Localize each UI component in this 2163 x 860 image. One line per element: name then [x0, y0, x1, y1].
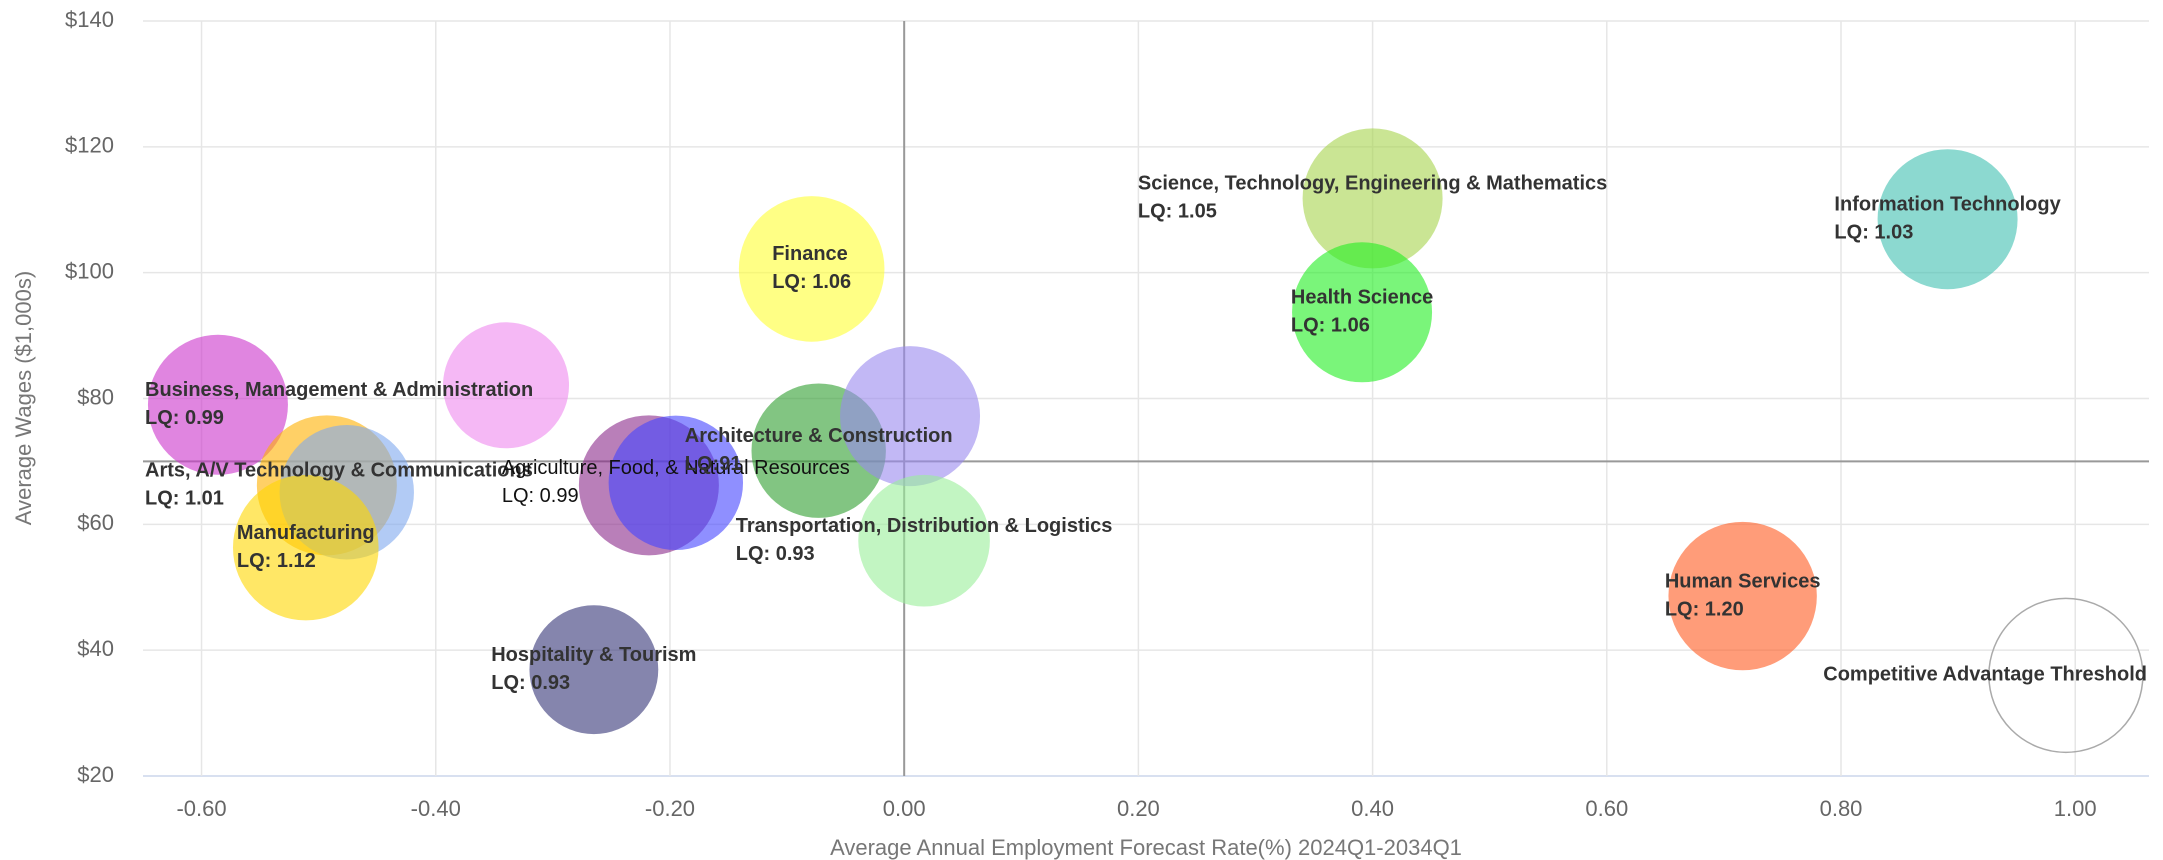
bubble-label: LQ: 0.99 — [145, 407, 224, 429]
bubble-label: LQ: 1.12 — [237, 550, 316, 572]
bubble-label: LQ: 0.99 — [502, 485, 579, 507]
bubble-label: Science, Technology, Engineering & Mathe… — [1138, 173, 1607, 195]
y-tick-label: $40 — [77, 636, 114, 661]
bubble-label: Competitive Advantage Threshold — [1823, 664, 2147, 686]
x-axis-title: Average Annual Employment Forecast Rate(… — [830, 835, 1462, 860]
bubble-label: LQ: 1.01 — [145, 488, 224, 510]
bubble-label: LQ: 0.93 — [736, 543, 815, 565]
bubble — [738, 196, 885, 342]
x-tick-label: -0.60 — [176, 796, 226, 821]
bubble — [232, 474, 379, 621]
bubble — [1292, 242, 1433, 383]
x-tick-label: 0.00 — [883, 796, 926, 821]
bubble — [858, 474, 990, 607]
bubble-label: LQ: 1.06 — [1291, 315, 1370, 337]
bubble-label: LQ:91 — [685, 453, 742, 475]
bubble-label: Business, Management & Administration — [145, 379, 533, 401]
y-tick-label: $20 — [77, 762, 114, 787]
bubble — [1668, 521, 1817, 671]
bubble-label: Manufacturing — [237, 522, 375, 544]
bubble-label: LQ: 1.05 — [1138, 201, 1217, 223]
bubble-label: LQ: 1.03 — [1834, 221, 1913, 243]
x-tick-label: 0.80 — [1820, 796, 1863, 821]
bubble-label: LQ: 1.06 — [772, 271, 851, 293]
x-tick-label: 0.60 — [1585, 796, 1628, 821]
bubble-label: Human Services — [1665, 570, 1821, 592]
bubble-label: Transportation, Distribution & Logistics — [736, 515, 1113, 537]
x-tick-label: -0.40 — [411, 796, 461, 821]
x-tick-label: -0.20 — [645, 796, 695, 821]
bubble — [608, 415, 744, 551]
bubble — [529, 605, 659, 735]
bubble — [840, 346, 981, 487]
bubble-label: Information Technology — [1834, 193, 2061, 215]
x-tick-label: 1.00 — [2054, 796, 2097, 821]
bubble-label: Finance — [772, 243, 848, 265]
bubble — [443, 322, 570, 449]
bubble-label: LQ: 0.93 — [491, 672, 570, 694]
y-tick-label: $140 — [65, 7, 114, 32]
y-tick-label: $60 — [77, 510, 114, 535]
bubble-label: Agriculture, Food, & Natural Resources — [502, 457, 850, 479]
y-tick-label: $100 — [65, 258, 114, 283]
x-tick-label: 0.20 — [1117, 796, 1160, 821]
bubble-label: Hospitality & Tourism — [491, 644, 696, 666]
bubble — [147, 334, 288, 475]
x-tick-label: 0.40 — [1351, 796, 1394, 821]
bubble-label: Architecture & Construction — [685, 425, 953, 447]
bubble — [1877, 149, 2018, 290]
bubble — [1302, 128, 1443, 269]
bubble-label: Health Science — [1291, 287, 1433, 309]
bubble — [1988, 597, 2144, 754]
bubble-label: LQ: 1.20 — [1665, 598, 1744, 620]
y-tick-label: $80 — [77, 384, 114, 409]
bubble-label: Arts, A/V Technology & Communications — [145, 460, 533, 482]
y-axis-title: Average Wages ($1,000s) — [11, 271, 36, 525]
y-tick-label: $120 — [65, 133, 114, 158]
